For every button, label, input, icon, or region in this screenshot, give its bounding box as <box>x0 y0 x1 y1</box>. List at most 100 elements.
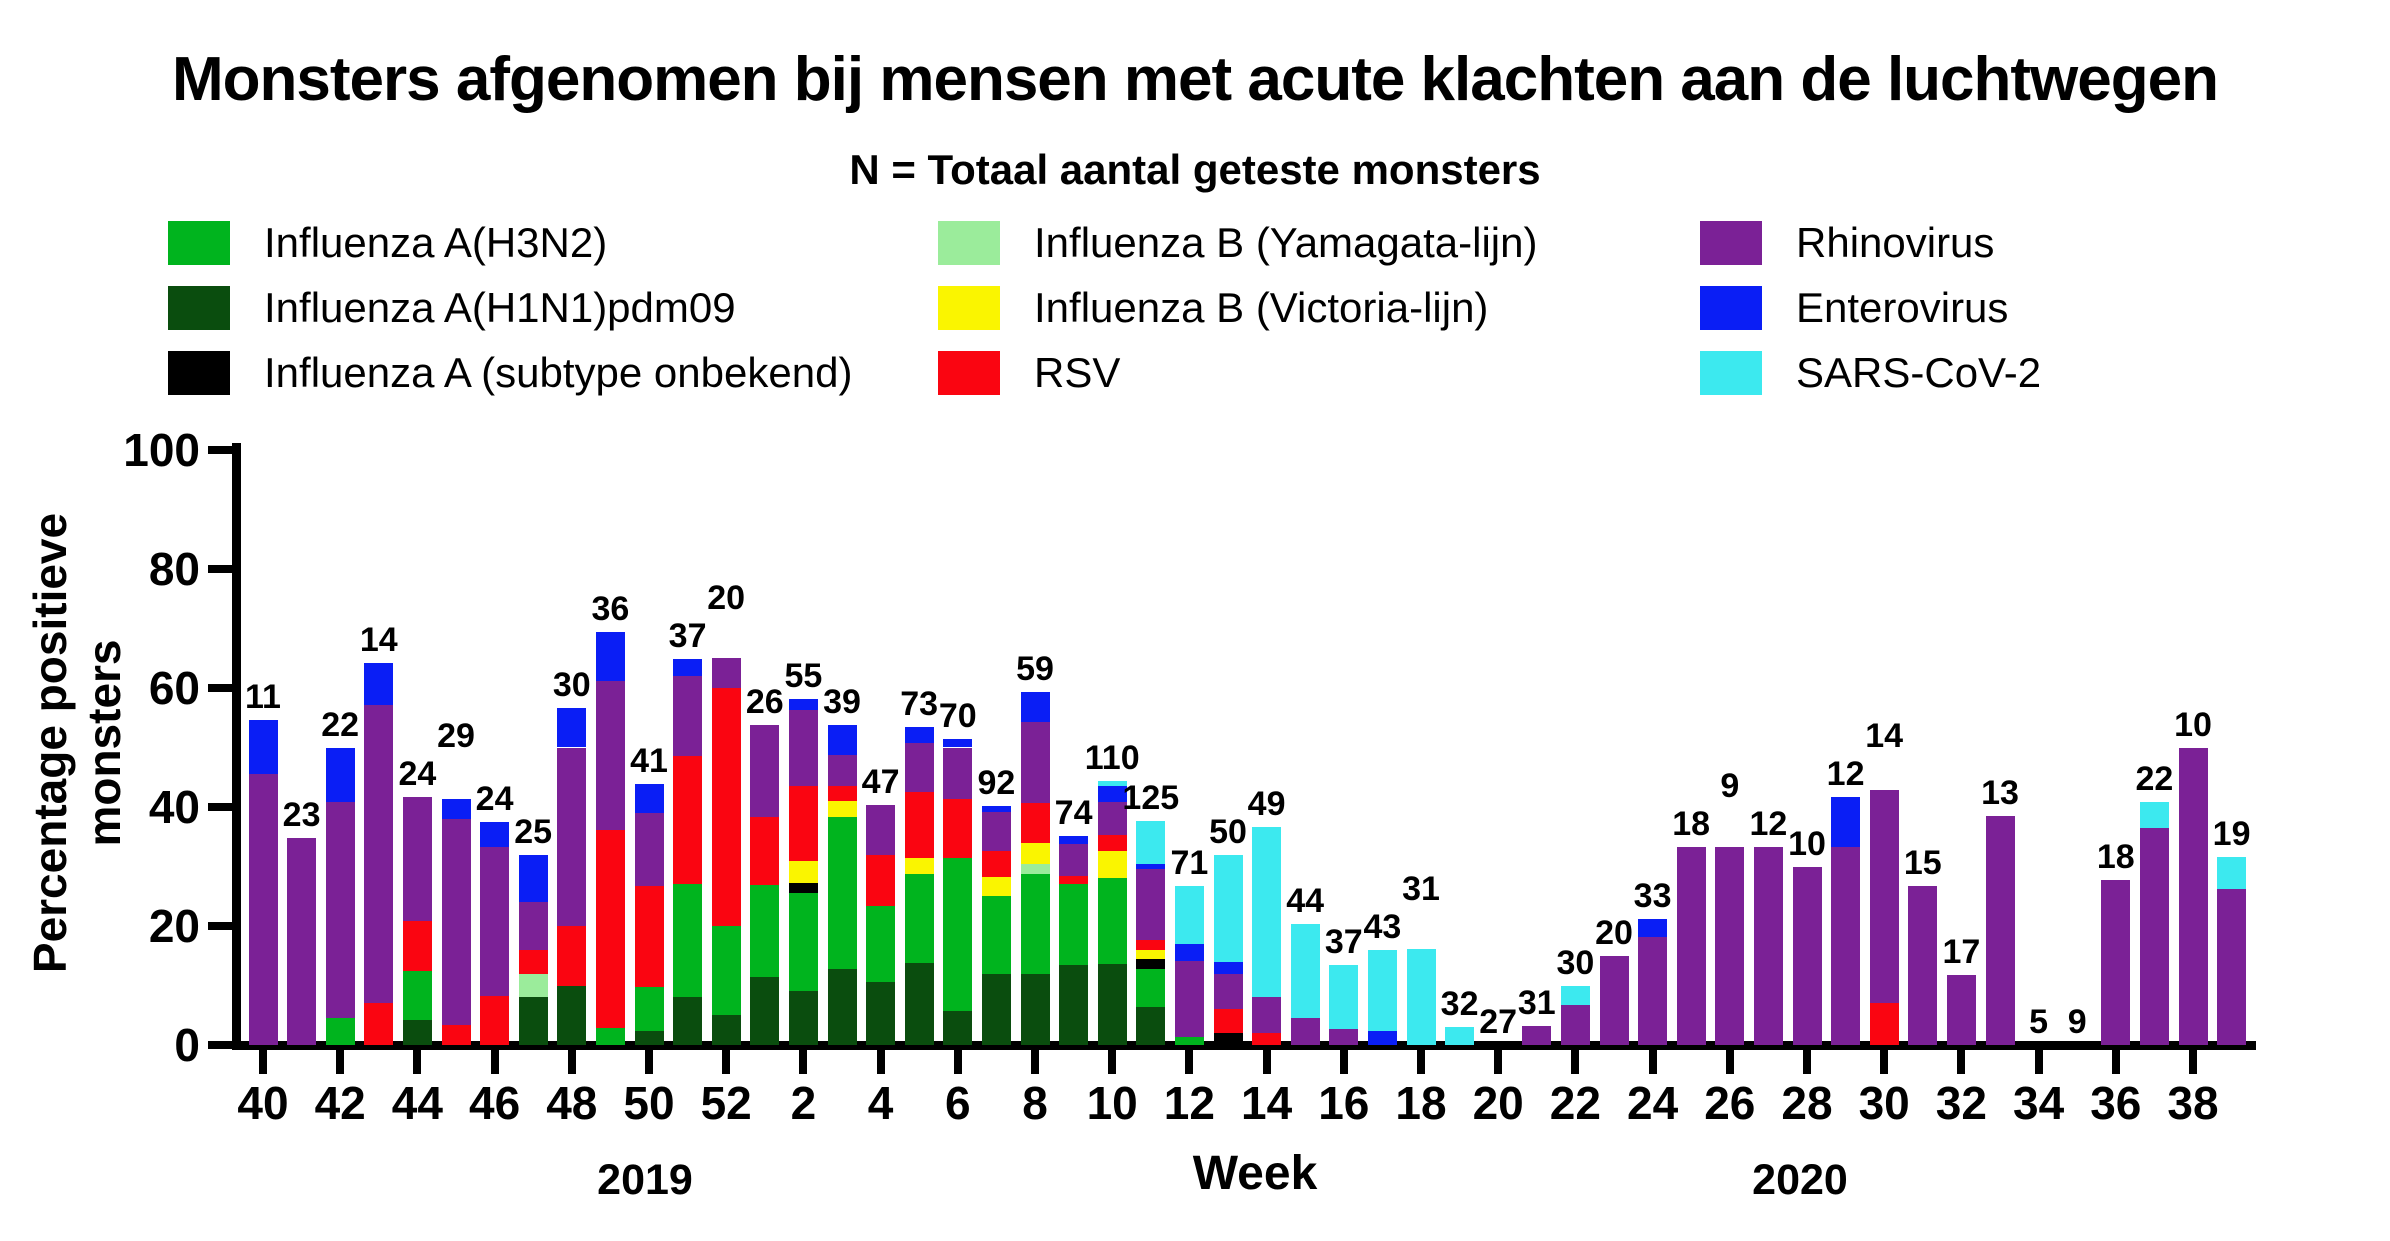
x-axis-tick <box>1031 1050 1039 1074</box>
page-title: Monsters afgenomen bij mensen met acute … <box>172 45 2219 114</box>
bar-segment <box>943 858 973 1012</box>
bar-segment <box>827 968 857 1045</box>
x-axis-tick-label: 44 <box>391 1077 443 1129</box>
bar-segment <box>1136 821 1166 865</box>
x-axis-tick <box>1880 1050 1889 1074</box>
bar-segment <box>480 821 510 847</box>
legend-item: Rhinovirus <box>1700 210 2041 275</box>
bar-segment <box>2217 856 2247 889</box>
x-axis-tick <box>2111 1050 2120 1074</box>
bar-n-label: 50 <box>1209 812 1247 851</box>
bar-segment <box>1753 846 1783 1045</box>
bar-n-label: 32 <box>1440 984 1479 1023</box>
x-axis-tick-label: 8 <box>1022 1077 1048 1129</box>
bar-segment <box>1059 884 1089 965</box>
bar-segment <box>750 724 780 817</box>
bar-segment <box>981 805 1011 813</box>
x-axis-tick-label: 22 <box>1549 1077 1601 1129</box>
x-axis-tick <box>413 1050 422 1074</box>
bar-segment <box>1020 802 1050 844</box>
legend-swatch-icon <box>938 350 1000 395</box>
bar-n-label: 125 <box>1122 779 1180 818</box>
bar-segment <box>1946 974 1976 1045</box>
legend-swatch-icon <box>168 350 230 395</box>
bar-n-label: 33 <box>1633 876 1672 915</box>
bar-n-label: 9 <box>1720 766 1740 805</box>
bar-n-label: 24 <box>475 779 514 818</box>
bar-segment <box>325 801 355 1019</box>
bar-segment <box>518 997 548 1045</box>
x-axis-tick-label: 4 <box>867 1077 894 1129</box>
bar-segment <box>441 819 471 1025</box>
bar-n-label: 70 <box>938 697 977 736</box>
x-axis-tick-label: 42 <box>314 1077 366 1129</box>
bar-n-label: 13 <box>1981 773 2019 812</box>
bar-n-label: 30 <box>552 665 591 704</box>
bar-n-label: 44 <box>1286 881 1325 920</box>
bar-n-label: 18 <box>1672 804 1711 843</box>
bar-segment <box>943 1011 973 1045</box>
bar-segment <box>1676 846 1706 1045</box>
bar-segment <box>402 921 432 971</box>
bar-segment <box>634 783 664 813</box>
x-axis-year-2020-label: 2020 <box>1752 1156 1848 1204</box>
bar-segment <box>1136 864 1166 869</box>
legend-swatch-icon <box>168 285 230 330</box>
bar-n-label: 37 <box>668 617 707 656</box>
bar-n-label: 26 <box>745 682 784 721</box>
bar-segment <box>904 727 934 744</box>
bar-segment <box>1174 944 1204 962</box>
y-axis-tick-label: 40 <box>148 781 200 833</box>
x-axis-tick <box>259 1050 267 1074</box>
bar-n-label: 12 <box>1826 755 1865 794</box>
bar-segment <box>1097 780 1127 787</box>
x-axis-tick-label: 38 <box>2167 1077 2219 1129</box>
bar-segment <box>364 705 394 1003</box>
bar-segment <box>1869 1002 1899 1045</box>
x-axis-tick-label: 46 <box>469 1077 521 1129</box>
bar-segment <box>788 893 818 991</box>
bar-segment <box>557 926 587 986</box>
bar-segment <box>1097 834 1127 852</box>
x-axis-tick <box>876 1050 885 1074</box>
bar-n-label: 49 <box>1247 784 1286 823</box>
bar-segment <box>904 743 934 793</box>
bar-segment <box>1329 1028 1359 1045</box>
bar-n-label: 92 <box>977 763 1016 802</box>
bar-segment <box>557 747 587 926</box>
bar-segment <box>673 996 703 1045</box>
bar-n-label: 5 <box>2029 1003 2049 1041</box>
bar-segment <box>1136 949 1166 960</box>
legend-label: Rhinovirus <box>1796 218 1995 266</box>
x-axis-tick-label: 24 <box>1627 1077 1679 1129</box>
bar-segment <box>1715 846 1745 1045</box>
legend-label: Influenza A(H1N1)pdm09 <box>264 283 736 331</box>
bar-segment <box>1136 1006 1166 1045</box>
bar-segment <box>402 970 432 1020</box>
bar-segment <box>788 710 818 786</box>
x-axis-tick <box>1417 1050 1425 1074</box>
bar-segment <box>1445 1026 1475 1045</box>
bar-segment <box>1213 854 1243 962</box>
bar-segment <box>1522 1025 1552 1045</box>
bar-n-label: 14 <box>359 621 398 659</box>
bar-segment <box>827 785 857 802</box>
y-axis-tick-label: 20 <box>148 900 200 952</box>
bar-segment <box>904 873 934 964</box>
x-axis-tick <box>1957 1050 1966 1074</box>
y-axis-tick <box>208 446 232 454</box>
bar-segment <box>827 816 857 969</box>
legend-item: Influenza B (Victoria-lijn) <box>938 275 1537 340</box>
y-axis-tick-label: 100 <box>123 424 200 476</box>
y-axis-tick-label: 60 <box>148 662 200 714</box>
bar-segment <box>1136 968 1166 1007</box>
x-axis-tick <box>336 1050 345 1074</box>
bar-segment <box>595 1028 625 1045</box>
legend-label: Influenza B (Victoria-lijn) <box>1034 283 1489 331</box>
bar-n-label: 20 <box>1595 913 1633 952</box>
bar-segment <box>1290 1018 1320 1045</box>
x-axis-tick <box>953 1050 962 1074</box>
bar-segment <box>673 659 703 676</box>
bar-n-label: 74 <box>1054 793 1093 832</box>
